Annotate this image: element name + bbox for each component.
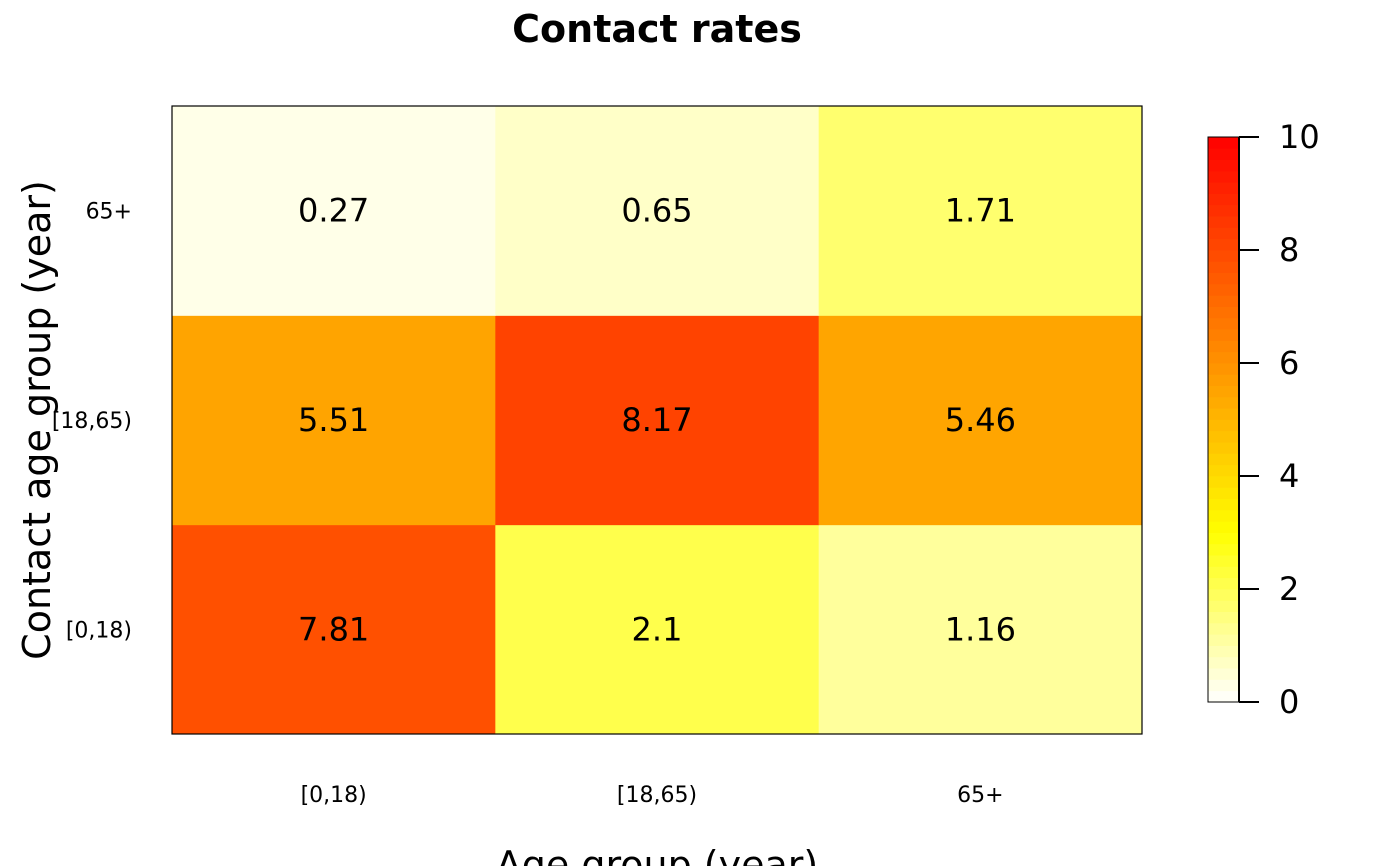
colorbar-tick-label: 8 (1279, 231, 1299, 269)
colorbar-step (1208, 543, 1239, 556)
y-axis-label: Contact age group (year) (15, 180, 59, 660)
colorbar-tick-label: 2 (1279, 570, 1299, 608)
colorbar-step (1208, 250, 1239, 262)
colorbar-step (1208, 363, 1239, 375)
colorbar-step (1208, 645, 1239, 658)
heatmap-cell (495, 524, 820, 735)
colorbar-step (1208, 464, 1239, 477)
colorbar-step (1208, 351, 1239, 364)
colorbar-step (1208, 487, 1239, 499)
cell-value-label: 5.46 (945, 401, 1016, 439)
y-tick-labels: [0,18) [18,65) 65+ (52, 200, 132, 644)
colorbar-step (1208, 227, 1239, 240)
cell-value-label: 0.27 (298, 192, 369, 230)
colorbar-step (1208, 306, 1239, 319)
heatmap-cell (495, 106, 820, 316)
chart-title: Contact rates (512, 7, 802, 51)
x-tick-label: [18,65) (617, 783, 697, 808)
colorbar-step (1208, 396, 1239, 409)
colorbar-step (1208, 668, 1239, 680)
colorbar-step (1208, 272, 1239, 285)
colorbar-step (1208, 261, 1239, 273)
colorbar-tick-label: 6 (1279, 344, 1299, 382)
colorbar-step (1208, 555, 1239, 567)
colorbar-tick-label: 4 (1279, 457, 1299, 495)
x-tick-label: [0,18) (301, 783, 367, 808)
x-axis-label: Age group (year) (496, 843, 818, 866)
colorbar-step (1208, 442, 1239, 454)
colorbar-step (1208, 521, 1239, 533)
cell-value-label: 8.17 (621, 401, 692, 439)
colorbar-tick-label: 10 (1279, 118, 1320, 156)
colorbar-step (1208, 509, 1239, 522)
colorbar-step (1208, 690, 1239, 703)
cell-value-label: 5.51 (298, 401, 369, 439)
colorbar-step (1208, 476, 1239, 488)
plot-border (171, 105, 1143, 735)
colorbar-step (1208, 148, 1239, 160)
colorbar-step (1208, 374, 1239, 386)
colorbar-step (1208, 137, 1239, 149)
heatmap-cell (172, 106, 496, 316)
colorbar-step (1208, 622, 1239, 635)
colorbar-step (1208, 634, 1239, 646)
heatmap-cell (818, 524, 1143, 735)
colorbar-step (1208, 600, 1239, 612)
colorbar-step (1208, 498, 1239, 511)
colorbar-step (1208, 340, 1239, 353)
colorbar-step (1208, 182, 1239, 194)
y-tick-label: 65+ (86, 200, 132, 225)
colorbar-step (1208, 679, 1239, 692)
colorbar-step (1208, 589, 1239, 601)
y-tick-label: [18,65) (52, 409, 132, 434)
colorbar-step (1208, 385, 1239, 398)
x-tick-label: 65+ (957, 783, 1003, 808)
colorbar-step (1208, 611, 1239, 624)
colorbar-step (1208, 453, 1239, 466)
colorbar-step (1208, 159, 1239, 172)
colorbar-step (1208, 419, 1239, 432)
colorbar-step (1208, 577, 1239, 590)
colorbar-step (1208, 216, 1239, 228)
heatmap-cell (172, 315, 496, 526)
colorbar-step (1208, 295, 1239, 307)
cell-value-label: 2.1 (632, 610, 683, 648)
heatmap-cell (172, 524, 496, 735)
colorbar: 0 2 4 6 8 10 (1207, 118, 1320, 721)
colorbar-step (1208, 329, 1239, 341)
heatmap-cell (495, 315, 820, 526)
colorbar-step (1208, 193, 1239, 206)
y-tick-label: [0,18) (66, 618, 132, 643)
cell-value-label: 7.81 (298, 610, 369, 648)
heatmap-cell (818, 106, 1143, 316)
colorbar-step (1208, 204, 1239, 217)
colorbar-step (1208, 566, 1239, 579)
cell-value-label: 1.16 (945, 610, 1016, 648)
cell-value-label: 1.71 (945, 192, 1016, 230)
colorbar-step (1208, 170, 1239, 183)
cell-value-label: 0.65 (621, 192, 692, 230)
x-tick-labels: [0,18) [18,65) 65+ (301, 783, 1004, 808)
heatmap-cells: 7.81 2.1 1.16 5.51 8.17 5.46 0.27 0.65 1.71 (172, 106, 1143, 735)
colorbar-step (1208, 283, 1239, 296)
colorbar-tick-label: 0 (1279, 683, 1299, 721)
colorbar-step (1208, 430, 1239, 443)
colorbar-step (1208, 238, 1239, 251)
colorbar-step (1208, 656, 1239, 669)
heatmap-cell (818, 315, 1143, 526)
colorbar-step (1208, 317, 1239, 330)
colorbar-step (1208, 532, 1239, 545)
colorbar-step (1208, 408, 1239, 420)
